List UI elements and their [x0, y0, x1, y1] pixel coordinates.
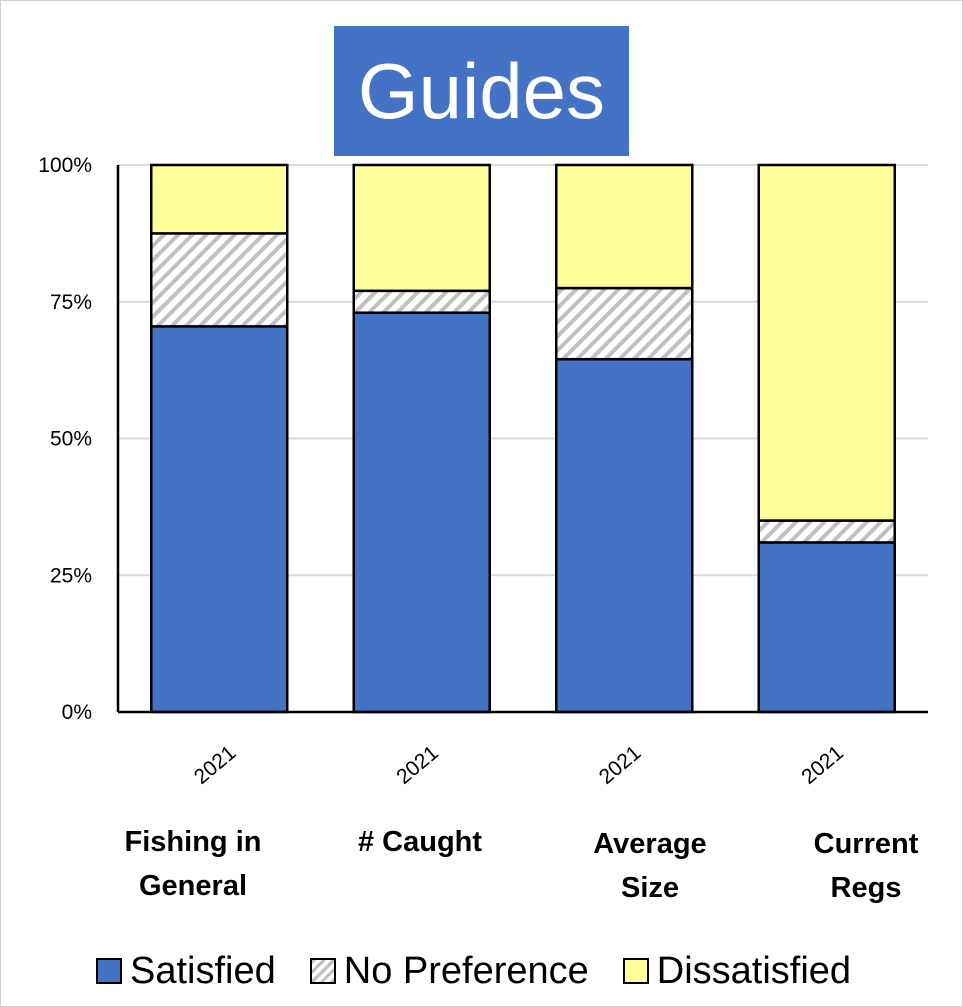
chart-plot: 0% 25% 50% 75% 100% 2021 2021 2021 2021	[38, 154, 928, 789]
bar-no-preference	[150, 232, 289, 328]
x-tick-label: 2021	[392, 741, 443, 789]
chart-title: Guides	[334, 26, 629, 156]
legend-item-dissatisfied: Dissatisfied	[622, 949, 852, 993]
bar-satisfied	[150, 325, 289, 714]
group-label-current-regs: Current Regs	[813, 828, 919, 904]
bar-dissatisfied	[555, 163, 694, 290]
no-preference-swatch	[309, 958, 336, 984]
group-label-caught: # Caught	[357, 826, 483, 858]
y-tick-label: 75%	[50, 291, 92, 314]
x-tick-label: 2021	[797, 741, 848, 789]
bar-satisfied	[352, 311, 491, 714]
legend-item-satisfied: Satisfied	[96, 950, 276, 993]
bar-no-preference	[352, 289, 491, 314]
bar-dissatisfied	[352, 163, 491, 293]
group-label-fishing-in-general: Fishing in General	[124, 826, 262, 902]
bar-no-preference	[757, 519, 896, 544]
legend-label-satisfied: Satisfied	[130, 949, 276, 992]
legend: Satisfied No Preference Dissatisfied	[96, 946, 851, 996]
bar-dissatisfied	[757, 163, 896, 522]
x-tick-label: 2021	[190, 741, 241, 789]
satisfied-swatch	[96, 958, 122, 984]
legend-item-no-preference: No Preference	[309, 949, 589, 993]
bar-satisfied	[555, 357, 694, 714]
legend-label-no-preference: No Preference	[343, 949, 589, 992]
group-label-average-size: Average Size	[593, 828, 707, 904]
bar-satisfied	[757, 541, 896, 714]
x-tick-label: 2021	[595, 741, 646, 789]
y-tick-label: 50%	[50, 428, 92, 451]
bar-dissatisfied	[150, 163, 289, 235]
y-tick-label: 100%	[38, 154, 92, 177]
dissatisfied-swatch	[622, 958, 649, 984]
bar-no-preference	[555, 286, 694, 361]
legend-label-dissatisfied: Dissatisfied	[656, 949, 852, 992]
y-tick-label: 0%	[62, 701, 92, 724]
y-tick-label: 25%	[50, 564, 92, 587]
